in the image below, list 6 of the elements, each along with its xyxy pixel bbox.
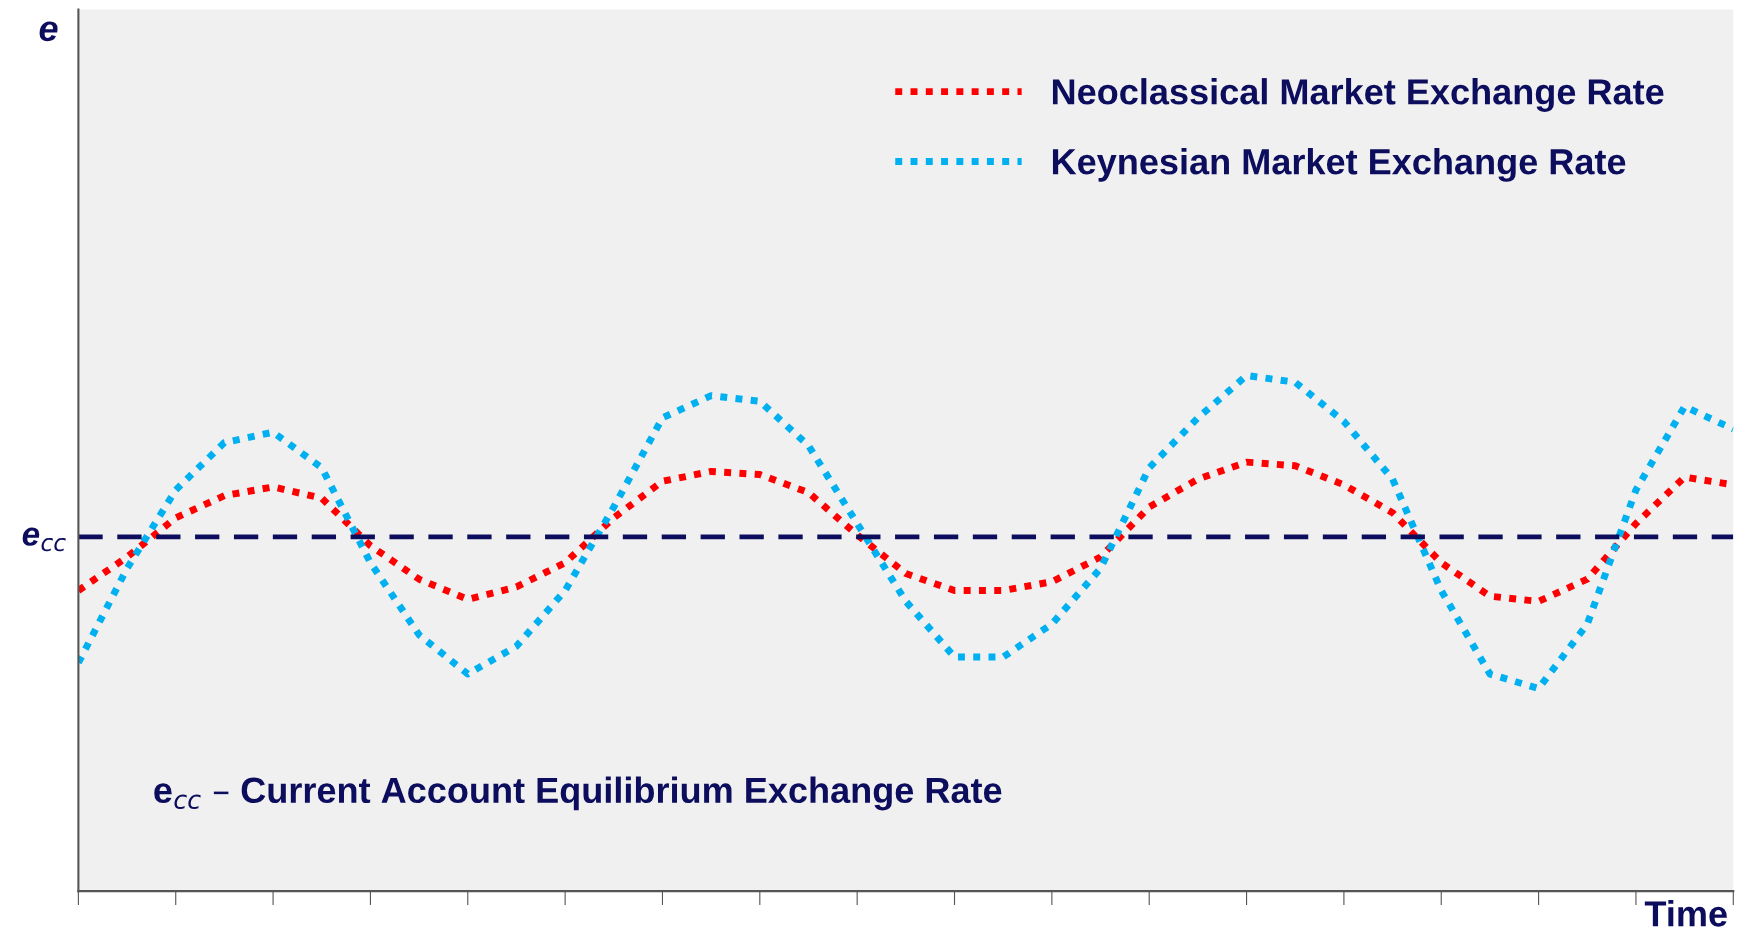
annotation: e$_{cc}$ – Current Account Equilibrium Exchange Rate xyxy=(154,776,1002,811)
text: e xyxy=(39,21,58,42)
legend-label: Neoclassical Market Exchange Rate xyxy=(1052,78,1664,112)
ref-line-label: e$_{cc}$ xyxy=(22,527,66,552)
legend-label: Keynesian Market Exchange Rate xyxy=(1052,148,1626,182)
x-axis-title: Time xyxy=(1644,900,1727,927)
